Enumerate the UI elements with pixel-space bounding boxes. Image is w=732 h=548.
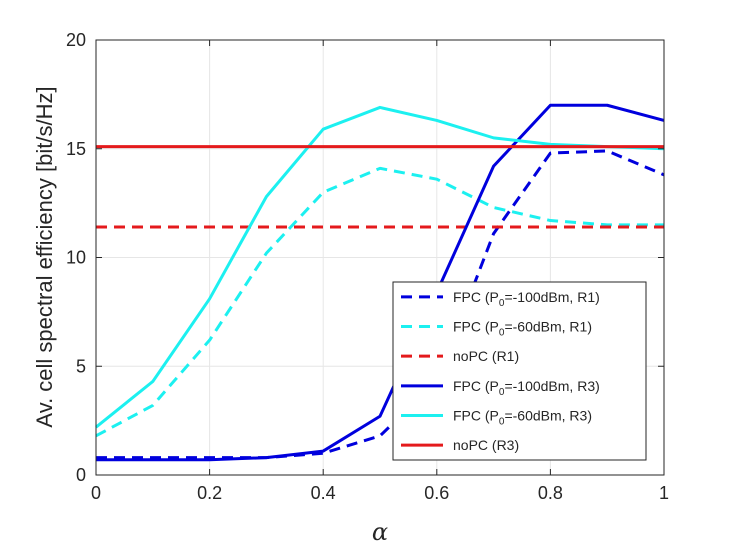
legend-entry-part: FPC (P — [453, 378, 499, 394]
x-tick-label: 0 — [91, 483, 101, 503]
y-tick-label: 20 — [66, 30, 86, 50]
series-line-0 — [96, 149, 665, 460]
x-tick-label: 0.2 — [197, 483, 222, 503]
legend-entry-part: FPC (P — [453, 289, 499, 305]
legend-entry-1: FPC (P0=-60dBm, R1) — [453, 319, 592, 339]
legend-entry-0: FPC (P0=-100dBm, R1) — [453, 289, 600, 309]
legend-entry-part: =-60dBm, R1) — [504, 319, 592, 335]
legend-box — [392, 281, 647, 461]
legend-entry-part: FPC (P — [453, 319, 499, 335]
y-tick-label: 5 — [76, 356, 86, 376]
y-tick-label: 10 — [66, 248, 86, 268]
legend-entry-part: 0 — [499, 387, 505, 398]
y-tick-label: 0 — [76, 465, 86, 485]
legend-entry-2: noPC (R1) — [453, 348, 519, 364]
legend-entry-part: 0 — [499, 328, 505, 339]
legend-entry-part: =-60dBm, R3) — [504, 408, 592, 424]
legend-entry-3: FPC (P0=-100dBm, R3) — [453, 378, 600, 398]
legend: FPC (P0=-100dBm, R1)FPC (P0=-60dBm, R1)n… — [392, 281, 647, 461]
legend-entry-part: 0 — [499, 417, 505, 428]
y-axis-label: Av. cell spectral efficiency [bit/s/Hz] — [32, 86, 57, 427]
x-tick-label: 0.8 — [538, 483, 563, 503]
legend-entry-part: noPC (R1) — [453, 348, 519, 364]
legend-entry-part: =-100dBm, R1) — [504, 289, 599, 305]
legend-entry-4: FPC (P0=-60dBm, R3) — [453, 408, 592, 428]
legend-entry-5: noPC (R3) — [453, 437, 519, 453]
series-line-3 — [96, 103, 665, 462]
legend-entry-part: =-100dBm, R3) — [504, 378, 599, 394]
series-lines — [95, 103, 665, 462]
legend-entry-part: noPC (R3) — [453, 437, 519, 453]
legend-entry-part: FPC (P — [453, 408, 499, 424]
x-tick-label: 0.6 — [424, 483, 449, 503]
x-axis-label: α — [372, 518, 388, 546]
legend-entry-part: 0 — [499, 298, 505, 309]
x-tick-label: 0.4 — [311, 483, 336, 503]
x-tick-label: 1 — [659, 483, 669, 503]
series-line-1 — [95, 166, 664, 438]
y-tick-label: 15 — [66, 139, 86, 159]
